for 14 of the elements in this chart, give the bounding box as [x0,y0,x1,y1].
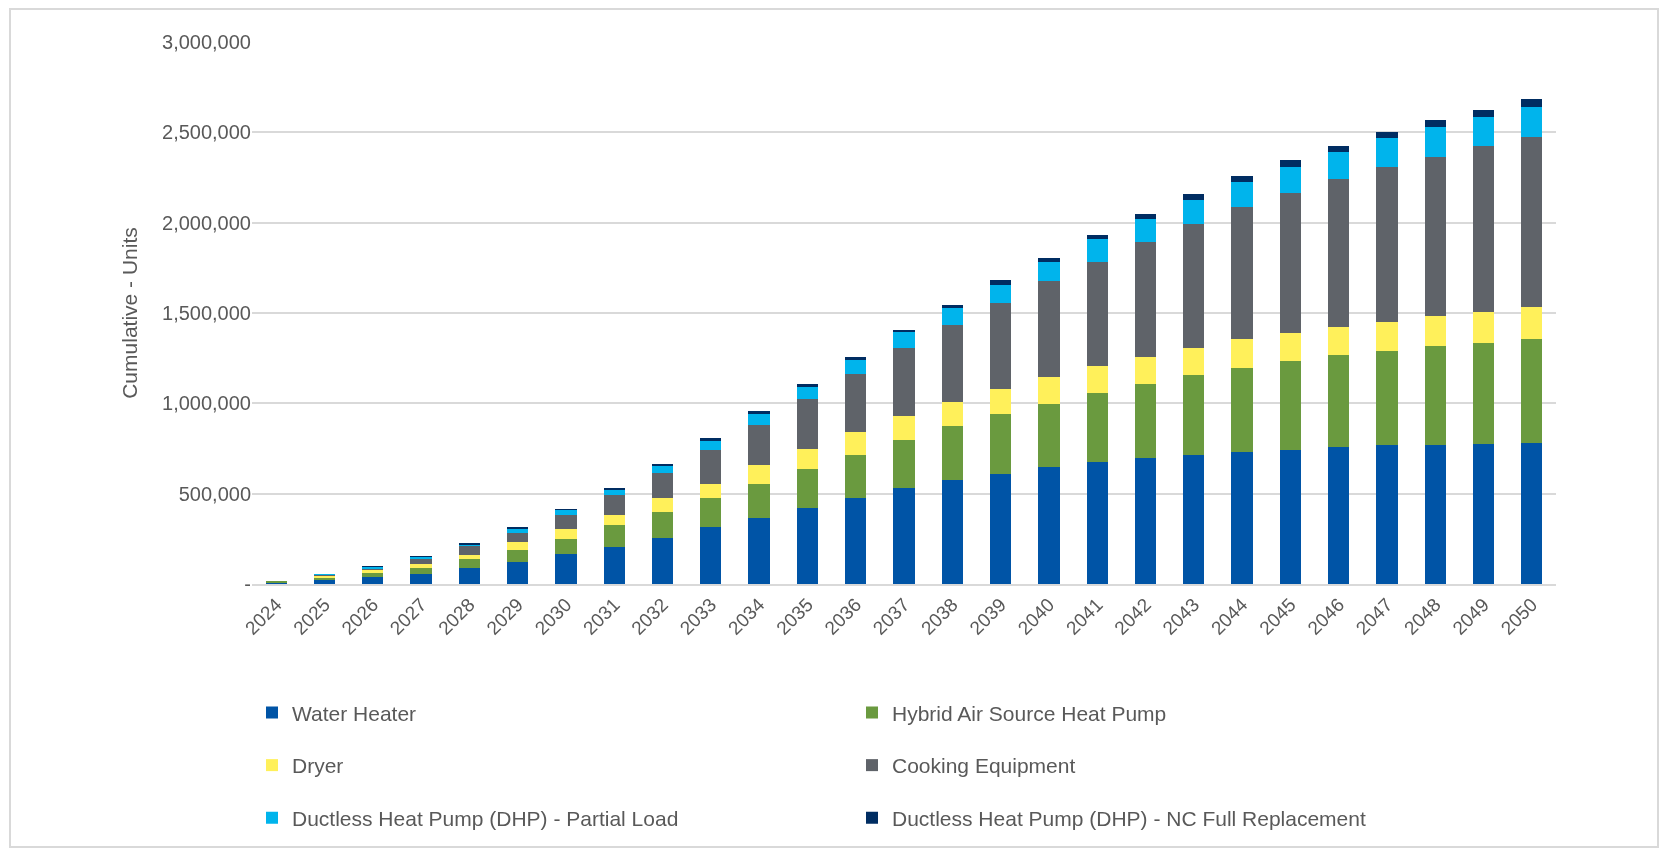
legend-label: Cooking Equipment [892,754,1076,778]
y-tick-label: 1,500,000 [162,302,251,324]
y-tick-label: 500,000 [178,482,251,505]
y-tick-label: 2,500,000 [162,121,251,144]
legend-label: Water Heater [292,701,417,725]
legend-label: Ductless Heat Pump (DHP) - NC Full Replacement [892,806,1366,830]
y-axis-title: Cumulative - Units [118,227,142,399]
y-tick-label: 3,000,000 [162,31,251,53]
legend-label: Ductless Heat Pump (DHP) - Partial Load [292,806,679,830]
y-tick-label: 1,000,000 [162,392,251,415]
y-tick-label: 2,000,000 [162,211,251,234]
legend-label: Dryer [292,754,344,778]
y-tick-label: - [244,573,251,595]
legend-label: Hybrid Air Source Heat Pump [892,701,1167,725]
